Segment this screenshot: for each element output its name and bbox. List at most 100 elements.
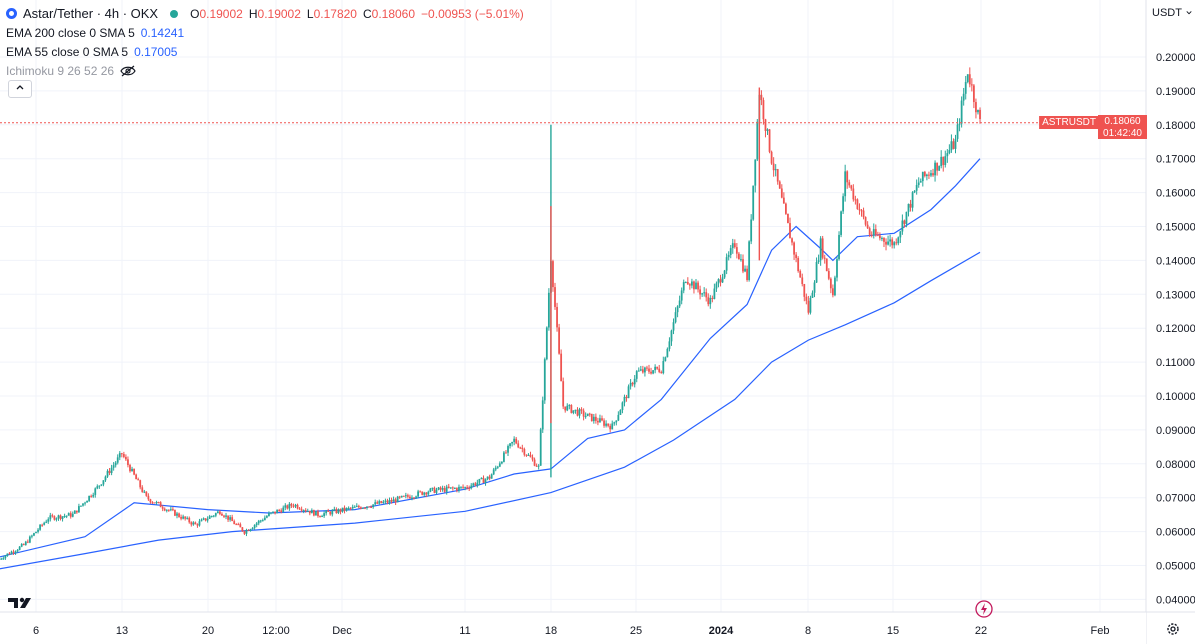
candle [568,404,571,410]
ema55-legend[interactable]: EMA 55 close 0 SMA 5 0.17005 [6,42,524,61]
candle [451,486,454,491]
candle [337,508,340,515]
candle [90,494,93,498]
candle [566,403,569,412]
ema200-legend[interactable]: EMA 200 close 0 SMA 5 0.14241 [6,23,524,42]
candle [644,366,646,377]
collapse-legend-button[interactable] [8,80,32,98]
candle [308,510,311,516]
candle [210,515,213,518]
symbol-title[interactable]: Astar/Tether · 4h · OKX [23,5,159,21]
candle [327,508,330,512]
candle [433,486,436,494]
candle [778,180,781,189]
candle [415,495,417,499]
candle [791,237,793,246]
candle [94,487,97,498]
candle [819,236,822,266]
candle [206,516,209,523]
bar-countdown: 01:42:40 [1103,128,1142,139]
price-tick-label: 0.17000 [1156,154,1195,166]
candle [529,451,532,458]
candle [603,418,605,428]
candle [832,284,834,298]
candle [785,202,787,215]
price-tick-label: 0.15000 [1156,222,1195,234]
candle [376,500,379,505]
candle [4,555,7,560]
symbol-badge-label: ASTRUSDT [1042,117,1096,128]
candle [854,195,857,205]
chevron-down-icon [1186,11,1192,15]
candle [141,485,144,493]
market-status-icon [170,9,179,18]
ichimoku-legend[interactable]: Ichimoku 9 26 52 26 [6,61,524,80]
candle [715,281,718,292]
candle [53,515,56,521]
candle [284,503,287,511]
time-tick-label: 25 [630,625,642,637]
candle [243,530,246,535]
candle [576,407,579,417]
candle [125,454,127,461]
candle [165,509,168,513]
candle [116,454,119,465]
candle [458,484,460,493]
gear-icon[interactable] [1166,622,1180,636]
candle [909,199,912,212]
candle [840,210,842,238]
candle [656,366,659,370]
currency-label: USDT [1152,7,1182,19]
candle [41,523,44,527]
eye-off-icon[interactable] [120,65,136,77]
candle [159,501,162,508]
candle [212,515,215,518]
candle [419,490,422,493]
price-tick-label: 0.04000 [1156,594,1195,606]
time-axis[interactable]: 6 13 20 12:00 Dec 11 18 25 2024 8 15 22 Feb [0,611,1195,644]
candle [754,159,757,193]
candle [883,237,885,248]
candle [968,67,971,88]
time-tick-label: Dec [332,625,352,637]
candle [901,214,904,235]
candle [59,514,62,521]
candle [333,506,336,512]
candle [390,497,393,504]
candle [858,203,861,215]
candle [695,279,697,290]
candle [100,484,103,487]
candle [223,514,225,518]
price-axis[interactable]: 0.04000 0.05000 0.06000 0.07000 0.08000 0.090… [1145,0,1195,644]
candle [950,134,953,153]
symbol-row: Astar/Tether · 4h · OKX O0.19002 H0.1900… [6,4,524,23]
candle [592,413,595,424]
candle [421,491,424,496]
candle [582,408,585,421]
candle [876,231,879,237]
candle [290,502,293,508]
candle [613,421,616,426]
candle [145,491,148,497]
currency-selector[interactable]: USDT [1152,4,1192,22]
candle [552,259,554,292]
candle [288,502,291,511]
candle [691,278,693,289]
candle [862,207,865,220]
candle [351,504,354,511]
candle [470,483,473,490]
candle [200,518,203,522]
bolt-icon[interactable] [975,600,993,618]
tradingview-logo-icon[interactable] [8,596,36,610]
candle [122,451,125,459]
candle [120,452,123,458]
candle [319,515,321,518]
candle [398,495,401,500]
candle [14,550,17,555]
candle [635,370,638,383]
candle [617,411,620,422]
candle [607,423,610,428]
candle [680,287,683,305]
ema55-value: 0.17005 [134,44,178,59]
